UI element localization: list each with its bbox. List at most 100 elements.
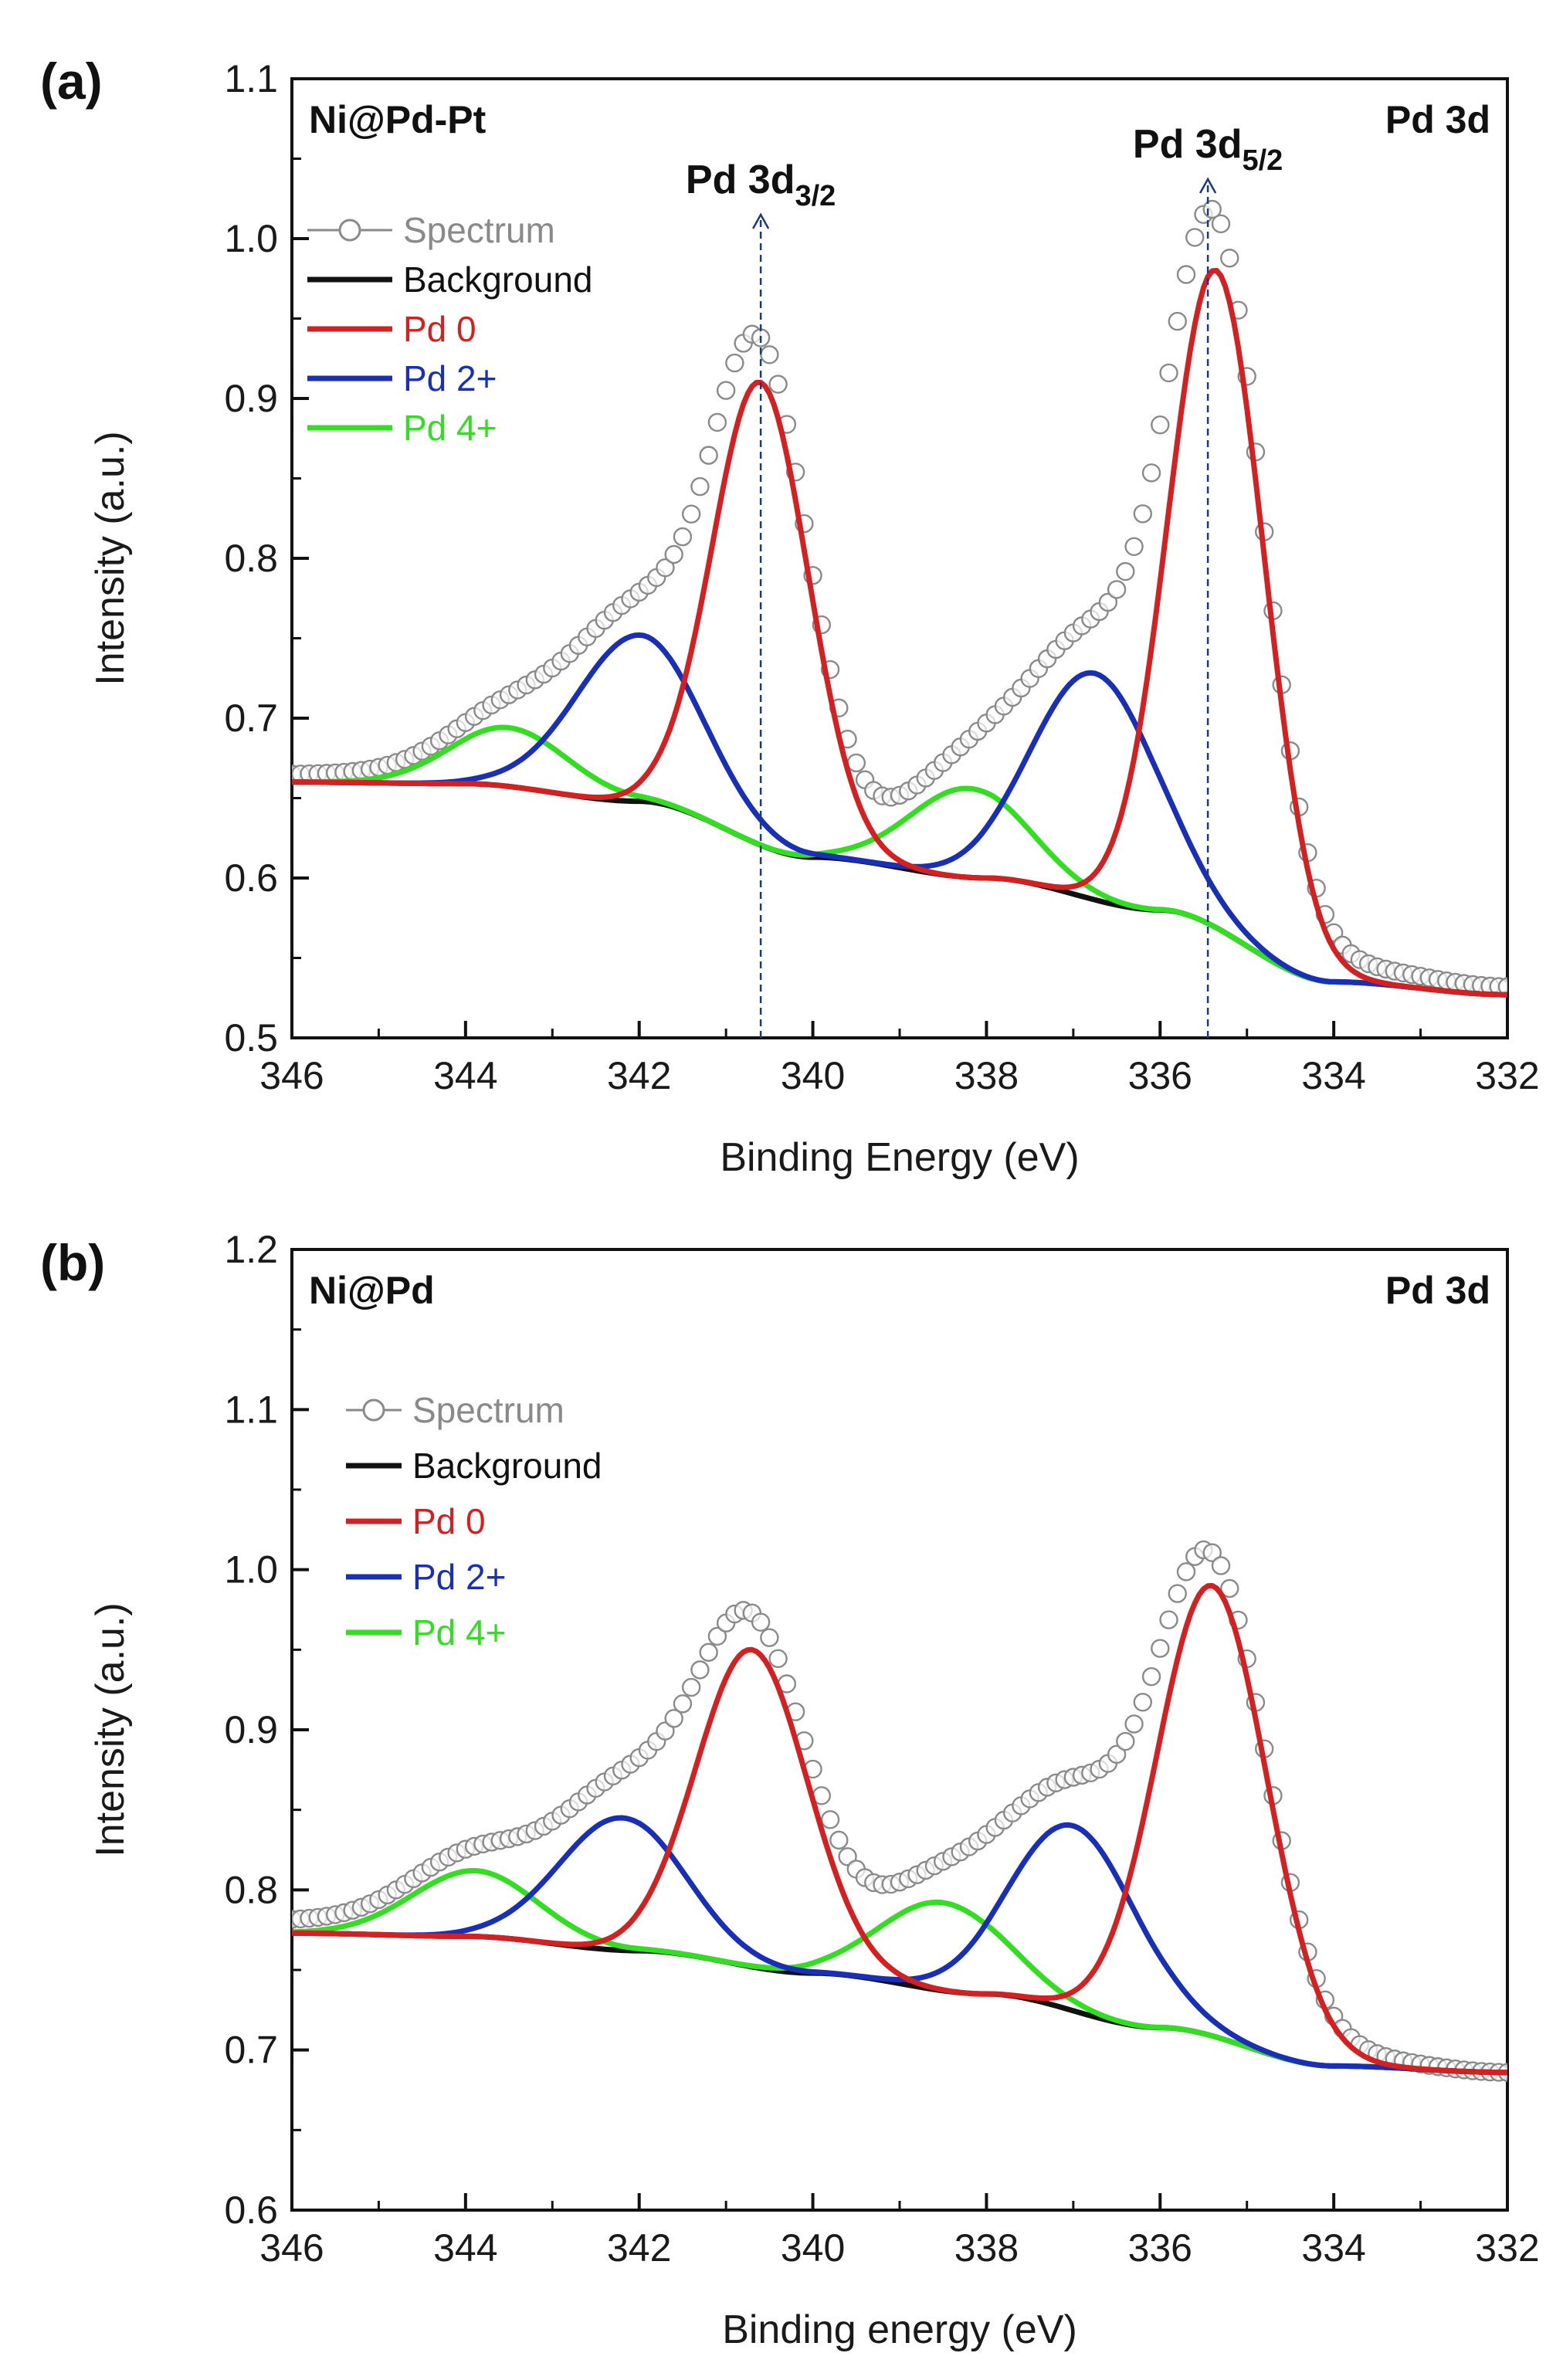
- spectrum-point: [1176, 1562, 1196, 1582]
- legend-label: Pd 0: [403, 309, 476, 349]
- y-tick-label: 0.9: [224, 377, 278, 420]
- legend-marker-icon: [338, 219, 361, 242]
- y-tick-label: 0.8: [224, 1868, 278, 1911]
- spectrum-point: [1497, 977, 1507, 996]
- y-tick-label: 1.1: [224, 57, 278, 100]
- x-tick-label: 336: [1128, 1054, 1192, 1097]
- spectrum-point: [664, 1709, 683, 1728]
- spectrum-point: [1211, 1556, 1231, 1575]
- sample-label: Ni@Pd: [309, 1269, 435, 1312]
- x-tick-label: 342: [607, 1054, 671, 1097]
- x-tick-label: 338: [954, 2226, 1019, 2270]
- spectrum-point: [760, 1628, 779, 1647]
- spectrum-point: [846, 753, 866, 773]
- arrow-head-icon: [752, 212, 770, 229]
- pd-2-curve: [292, 1815, 1507, 2076]
- y-tick-label: 1.1: [224, 1388, 278, 1431]
- spectrum-point: [1168, 311, 1187, 331]
- y-tick-label: 0.7: [224, 697, 278, 740]
- panel-b: (b) 346 344 342 340 338 336 334 332 0.6 0.7 0.8 0.9 1…: [40, 1228, 1540, 2352]
- spectrum-point: [1098, 592, 1118, 612]
- panel-a: (a) 346 344 342 340 338 336 334 332 0.5 0.6 0.7 0.8 0…: [40, 53, 1540, 1180]
- legend: Spectrum Background Pd 0 Pd 2+ Pd 4+: [346, 1390, 602, 1653]
- spectrum-point: [699, 446, 718, 465]
- spectrum-point: [1168, 1584, 1187, 1603]
- spectrum-point: [1107, 580, 1127, 599]
- spectrum-point: [725, 353, 744, 373]
- arrow-head-icon: [1199, 177, 1217, 194]
- y-tick-label: 1.2: [224, 1228, 278, 1271]
- spectrum-point: [681, 504, 701, 524]
- x-tick-label: 332: [1475, 1054, 1539, 1097]
- spectrum-series: [292, 199, 1507, 996]
- legend-label: Pd 0: [412, 1501, 486, 1541]
- spectrum-point: [1124, 1714, 1144, 1734]
- data-layer: [292, 199, 1507, 998]
- y-tick-label: 1.0: [224, 217, 278, 260]
- x-tick-label: 340: [781, 1054, 845, 1097]
- spectrum-point: [1151, 1639, 1170, 1658]
- x-tick-label: 344: [433, 2226, 497, 2270]
- x-tick-label: 342: [607, 2226, 671, 2270]
- region-label: Pd 3d: [1385, 1269, 1490, 1312]
- x-tick-label: 338: [954, 1054, 1019, 1097]
- x-tick-label: 334: [1301, 2226, 1365, 2270]
- spectrum-point: [760, 345, 779, 364]
- legend-label: Pd 4+: [403, 408, 497, 448]
- x-tick-label: 332: [1475, 2226, 1539, 2270]
- x-tick-label: 344: [433, 1054, 497, 1097]
- x-tick-label: 334: [1301, 1054, 1365, 1097]
- spectrum-point: [690, 1660, 710, 1680]
- pd-2-curve: [292, 632, 1507, 998]
- y-tick-label: 0.7: [224, 2029, 278, 2072]
- pd-0-curve: [292, 1582, 1507, 2076]
- spectrum-point: [1220, 249, 1239, 268]
- spectrum-point: [1211, 214, 1231, 234]
- spectrum-point: [1202, 1543, 1222, 1562]
- spectrum-point: [664, 544, 683, 564]
- region-label: Pd 3d: [1385, 98, 1490, 141]
- spectrum-series: [292, 1540, 1507, 2082]
- spectrum-point: [751, 1612, 771, 1632]
- panel-label: (a): [40, 53, 103, 110]
- x-tick-label: 340: [781, 2226, 845, 2270]
- spectrum-point: [656, 1721, 675, 1741]
- spectrum-point: [656, 558, 675, 578]
- spectrum-point: [1185, 228, 1205, 247]
- sample-label: Ni@Pd-Pt: [309, 98, 487, 141]
- legend-label: Pd 2+: [403, 358, 497, 398]
- spectrum-point: [707, 1626, 727, 1646]
- y-tick-label: 0.6: [224, 2188, 278, 2232]
- data-layer: [292, 1540, 1507, 2082]
- spectrum-point: [1116, 561, 1135, 581]
- spectrum-point: [768, 375, 788, 394]
- spectrum-point: [1141, 463, 1161, 483]
- y-tick-label: 0.9: [224, 1708, 278, 1751]
- spectrum-point: [699, 1643, 718, 1662]
- spectrum-point: [1159, 363, 1178, 383]
- spectrum-point: [1159, 1610, 1178, 1629]
- legend: Spectrum Background Pd 0 Pd 2+ Pd 4+: [307, 210, 593, 448]
- spectrum-point: [829, 1830, 849, 1850]
- peak-annotation: Pd 3d3/2: [686, 158, 836, 212]
- spectrum-point: [820, 1810, 840, 1829]
- legend-label: Background: [412, 1446, 602, 1486]
- spectrum-point: [1116, 1731, 1135, 1751]
- spectrum-point: [716, 381, 736, 400]
- spectrum-point: [1133, 1693, 1153, 1712]
- legend-label: Spectrum: [403, 210, 555, 250]
- panel-label: (b): [40, 1234, 105, 1291]
- spectrum-point: [1107, 1744, 1127, 1765]
- spectrum-point: [768, 1649, 788, 1669]
- legend-marker-icon: [362, 1399, 385, 1422]
- spectrum-point: [681, 1677, 701, 1697]
- spectrum-point: [1133, 504, 1153, 524]
- y-axis-title: Intensity (a.u.): [88, 431, 133, 685]
- legend-label: Background: [403, 259, 593, 300]
- spectrum-point: [673, 527, 693, 547]
- x-tick-label: 346: [259, 1054, 324, 1097]
- legend-label: Pd 4+: [412, 1612, 507, 1653]
- spectrum-point: [1220, 1578, 1239, 1599]
- y-tick-label: 0.8: [224, 537, 278, 580]
